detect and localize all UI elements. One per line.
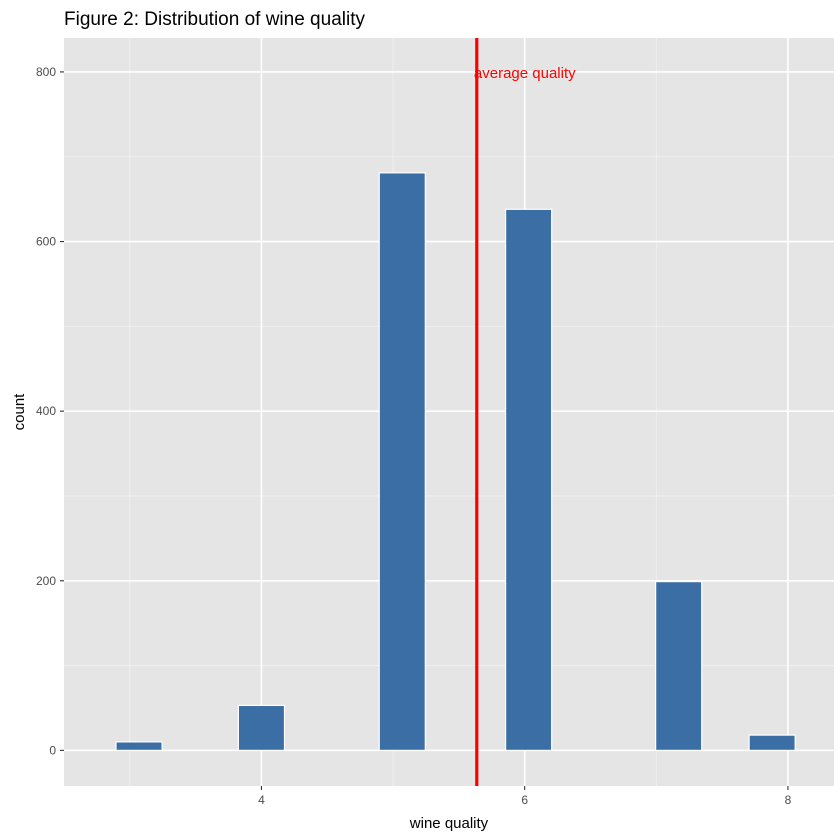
average-line-group: average quality bbox=[474, 38, 576, 786]
y-axis-ticks: 0 200 400 600 800 bbox=[36, 65, 64, 757]
grid-minor bbox=[64, 38, 834, 786]
histogram-bar bbox=[748, 734, 796, 751]
bars bbox=[115, 172, 796, 751]
chart-title: Figure 2: Distribution of wine quality bbox=[64, 9, 365, 30]
x-tick-label: 8 bbox=[785, 793, 792, 807]
histogram-bar bbox=[378, 172, 426, 751]
y-tick-label: 200 bbox=[36, 574, 56, 588]
y-tick-label: 800 bbox=[36, 65, 56, 79]
x-tick-label: 4 bbox=[258, 793, 265, 807]
y-tick-label: 0 bbox=[49, 743, 56, 757]
plot-panel bbox=[64, 38, 834, 786]
histogram-bar bbox=[115, 741, 163, 751]
x-tick-label: 6 bbox=[521, 793, 528, 807]
y-tick-label: 400 bbox=[36, 404, 56, 418]
histogram-bar bbox=[504, 208, 553, 751]
y-tick-label: 600 bbox=[36, 235, 56, 249]
x-axis-ticks: 4 6 8 bbox=[258, 786, 792, 807]
x-axis-title: wine quality bbox=[409, 815, 489, 832]
average-quality-label: average quality bbox=[474, 65, 576, 82]
histogram-bar bbox=[237, 704, 286, 751]
histogram-bar bbox=[655, 581, 703, 751]
y-axis-title: count bbox=[11, 393, 28, 431]
